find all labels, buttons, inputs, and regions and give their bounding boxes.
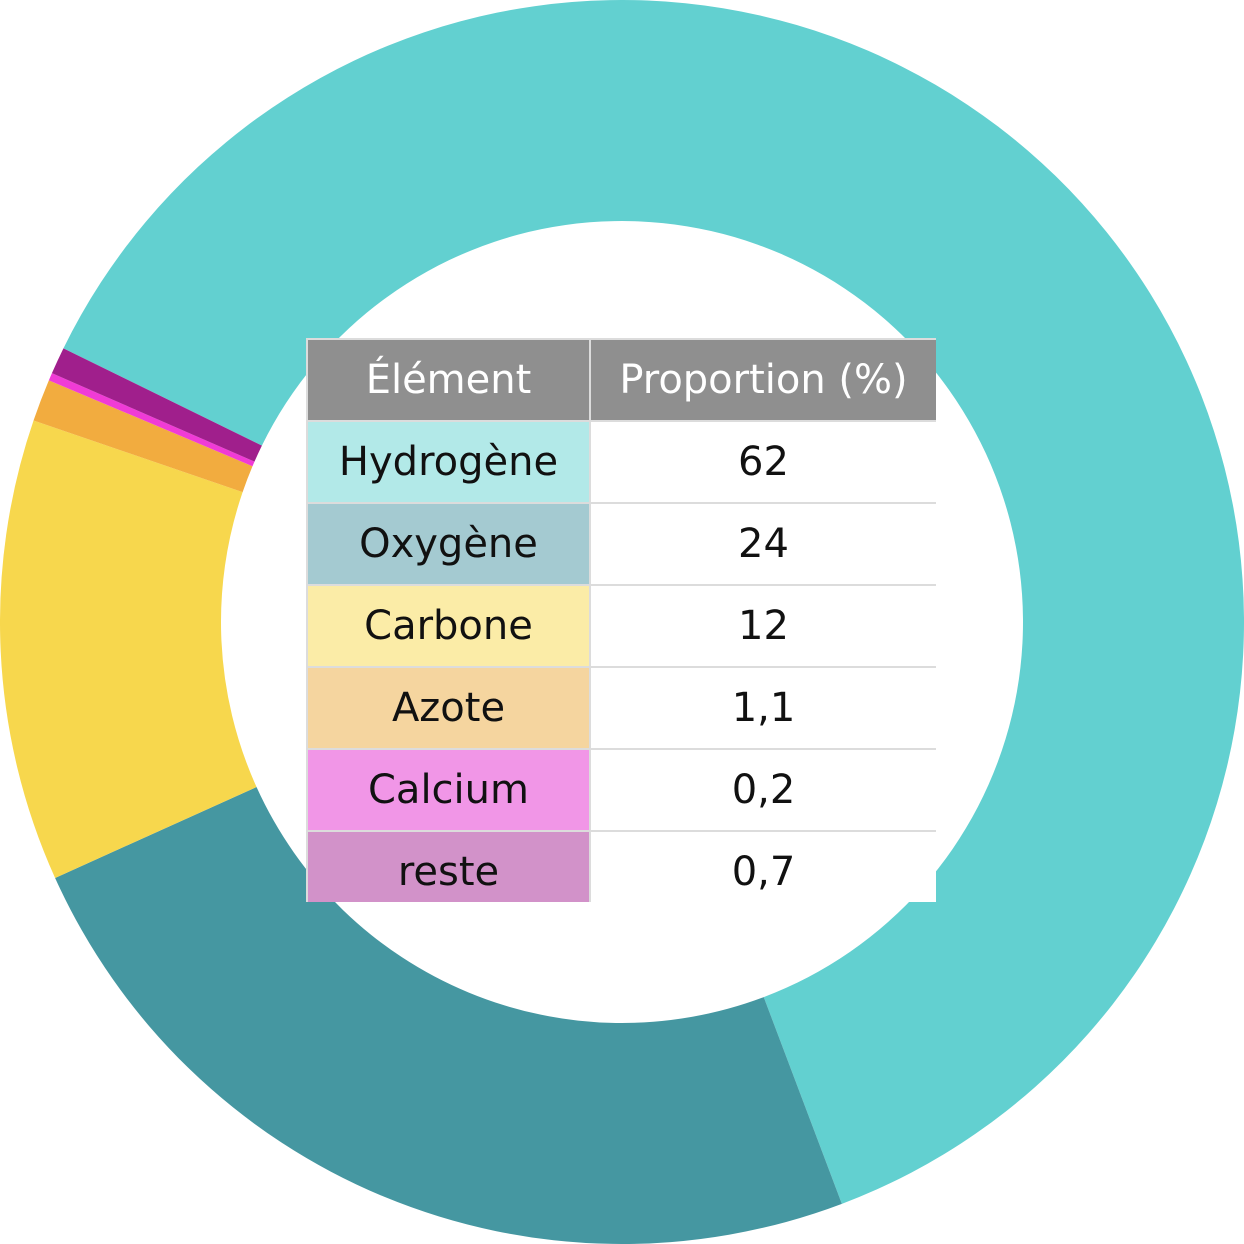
element-cell: Oxygène [307,503,590,585]
table-row: Oxygène 24 [307,503,936,585]
element-cell: Azote [307,667,590,749]
element-cell: Carbone [307,585,590,667]
element-proportion-table: Élément Proportion (%) Hydrogène 62 Oxyg… [306,338,936,902]
table-row: Azote 1,1 [307,667,936,749]
proportion-cell: 62 [590,421,936,503]
legend-table-container: Élément Proportion (%) Hydrogène 62 Oxyg… [306,338,936,902]
table-row: reste 0,7 [307,831,936,902]
element-cell: Hydrogène [307,421,590,503]
proportion-cell: 24 [590,503,936,585]
proportion-cell: 1,1 [590,667,936,749]
table-row: Carbone 12 [307,585,936,667]
proportion-cell: 0,7 [590,831,936,902]
table-row: Calcium 0,2 [307,749,936,831]
proportion-cell: 0,2 [590,749,936,831]
header-element: Élément [307,339,590,421]
element-cell: Calcium [307,749,590,831]
element-cell: reste [307,831,590,902]
proportion-cell: 12 [590,585,936,667]
table-row: Hydrogène 62 [307,421,936,503]
header-proportion: Proportion (%) [590,339,936,421]
table-header-row: Élément Proportion (%) [307,339,936,421]
